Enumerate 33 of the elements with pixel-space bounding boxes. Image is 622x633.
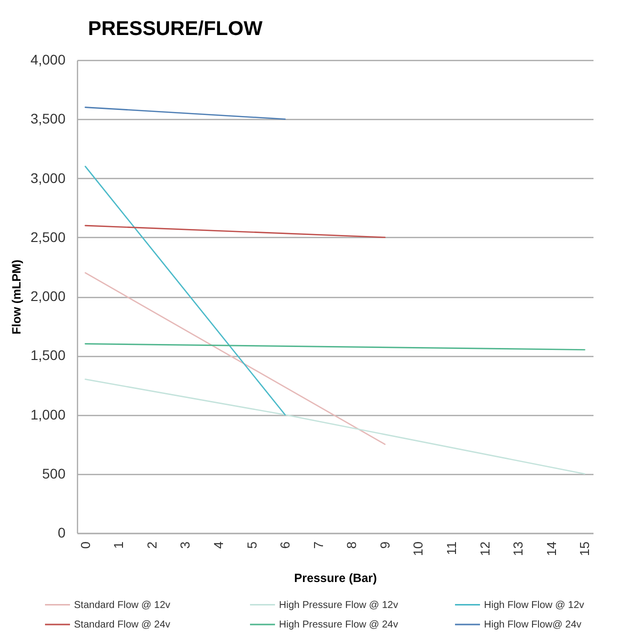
- x-tick-label: 14: [544, 542, 559, 556]
- x-tick-label: 2: [144, 542, 160, 549]
- y-tick-label: 3,500: [30, 110, 66, 127]
- x-tick-label: 11: [444, 542, 460, 555]
- legend-label: Standard Flow @ 12v: [74, 600, 170, 611]
- y-tick-label: 2,500: [30, 228, 66, 245]
- legend-label: Standard Flow @ 24v: [74, 620, 170, 630]
- x-tick-label: 7: [310, 542, 326, 549]
- x-tick-label: 4: [210, 542, 226, 549]
- x-tick-label: 15: [577, 542, 592, 556]
- legend-label: High Pressure Flow @ 24v: [279, 620, 398, 630]
- x-axis-title: Pressure (Bar): [294, 570, 377, 585]
- y-tick-label: 500: [42, 465, 66, 482]
- x-tick-label: 1: [111, 542, 126, 549]
- x-tick-label: 13: [510, 542, 526, 556]
- x-tick-label: 3: [178, 542, 193, 549]
- chart-title: PRESSURE/FLOW: [88, 18, 263, 40]
- x-tick-label: 10: [410, 542, 426, 556]
- x-tick-label: 12: [477, 542, 492, 556]
- y-tick-label: 4,000: [30, 52, 66, 68]
- legend-label: High Flow Flow@ 24v: [484, 620, 582, 630]
- x-tick-label: 6: [278, 542, 293, 549]
- y-tick-label: 2,000: [30, 288, 66, 304]
- y-tick-label: 1,000: [30, 406, 66, 422]
- x-tick-label: 0: [78, 542, 93, 549]
- y-tick-label: 1,500: [30, 347, 66, 364]
- y-axis-title: Flow (mLPM): [9, 260, 24, 334]
- x-tick-label: 9: [377, 542, 392, 549]
- legend-label: High Pressure Flow @ 12v: [279, 600, 398, 611]
- x-tick-label: 8: [344, 542, 360, 549]
- legend-label: High Flow Flow @ 12v: [484, 600, 584, 611]
- x-tick-label: 5: [244, 542, 260, 549]
- y-tick-label: 3,000: [30, 170, 66, 186]
